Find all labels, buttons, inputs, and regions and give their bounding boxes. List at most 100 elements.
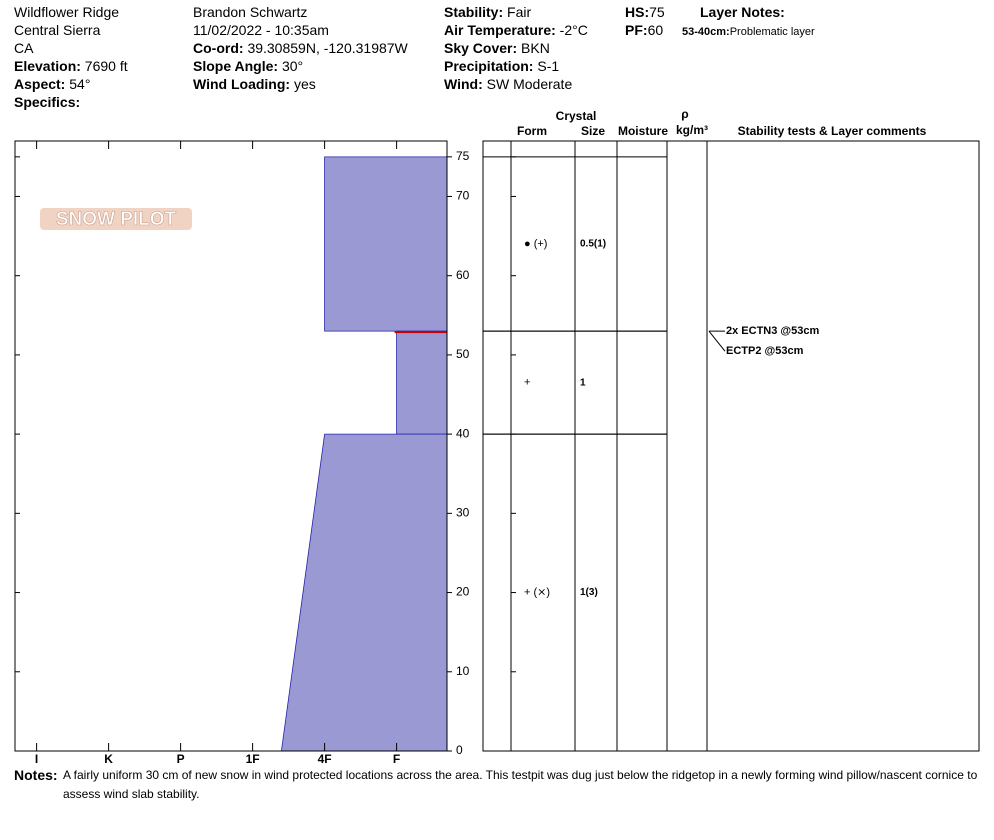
column-header: Crystal bbox=[556, 109, 597, 123]
grain-form: + bbox=[524, 377, 530, 389]
field-value: 75 bbox=[649, 4, 665, 20]
notes-text: A fairly uniform 30 cm of new snow in wi… bbox=[63, 768, 978, 801]
hardness-layer bbox=[280, 433, 448, 752]
y-tick-label: 40 bbox=[456, 426, 470, 440]
y-tick-label: 60 bbox=[456, 268, 470, 282]
hardness-layer bbox=[396, 330, 448, 435]
grain-size: 0.5(1) bbox=[580, 239, 606, 250]
field-label: Wind Loading: bbox=[193, 76, 291, 92]
field-value: 54° bbox=[69, 76, 91, 92]
header-line: PF:60 bbox=[625, 21, 665, 39]
column-header: Stability tests & Layer comments bbox=[738, 124, 927, 138]
field-label: Slope Angle: bbox=[193, 58, 279, 74]
y-tick-label: 30 bbox=[456, 506, 470, 520]
header-line: Aspect: 54° bbox=[14, 75, 128, 93]
logo-text: SNOW PILOT bbox=[56, 209, 177, 230]
header-column: Wildflower Ridge Central Sierra CA Elevatio… bbox=[14, 3, 128, 111]
header-line: Precipitation: S-1 bbox=[444, 57, 588, 75]
column-header: kg/m³ bbox=[676, 123, 708, 137]
field-label: Sky Cover: bbox=[444, 40, 518, 56]
header-line: 11/02/2022 - 10:35am bbox=[193, 21, 408, 39]
profile-frame bbox=[14, 140, 448, 752]
field-value: BKN bbox=[521, 40, 550, 56]
y-tick-label: 75 bbox=[456, 149, 470, 163]
header-column: HS:75 PF:60 bbox=[625, 3, 665, 39]
strat-frame bbox=[482, 140, 980, 752]
field-value: 30° bbox=[281, 58, 304, 74]
y-tick-label: 10 bbox=[456, 664, 470, 678]
field-label: Stability: bbox=[444, 4, 504, 20]
header-text: Central Sierra bbox=[14, 22, 101, 38]
header-column: Brandon Schwartz 11/02/2022 - 10:35am Co-o… bbox=[193, 3, 408, 93]
field-label: Air Temperature: bbox=[444, 22, 556, 38]
y-tick-label: 70 bbox=[456, 189, 470, 203]
grain-size: 1(3) bbox=[580, 587, 598, 598]
test-arrow bbox=[708, 330, 726, 352]
header-line: CA bbox=[14, 39, 128, 57]
header-line: Co-ord: 39.30859N, -120.31987W bbox=[193, 39, 408, 57]
header-text: CA bbox=[14, 40, 34, 56]
profile-chart: SNOW PILOT 0 10 20 30 40 50 60 70 75 I K P 1F 4F F Crys… bbox=[14, 107, 980, 765]
grain-size: 1 bbox=[580, 377, 586, 388]
field-value: SW Moderate bbox=[486, 76, 573, 92]
header-text: Wildflower Ridge bbox=[14, 4, 120, 20]
field-label: Aspect: bbox=[14, 76, 66, 92]
layer-notes: Layer Notes: 53-40cm:Problematic layer bbox=[682, 3, 815, 43]
x-tick-label: K bbox=[104, 752, 113, 765]
grain-form: + (⨯) bbox=[524, 586, 550, 598]
y-tick-label: 50 bbox=[456, 347, 470, 361]
header-line: Sky Cover: BKN bbox=[444, 39, 588, 57]
layer-note-label: 53-40cm: bbox=[682, 26, 730, 38]
x-tick-label: P bbox=[177, 752, 185, 765]
field-value: 7690 ft bbox=[84, 58, 128, 74]
logo-band bbox=[40, 208, 192, 230]
header-line: Slope Angle: 30° bbox=[193, 57, 408, 75]
layer-note-text: Problematic layer bbox=[729, 26, 815, 38]
logo: SNOW PILOT bbox=[40, 208, 192, 230]
field-value: yes bbox=[293, 76, 316, 92]
header-line: HS:75 bbox=[625, 3, 665, 21]
layer-note: 53-40cm:Problematic layer bbox=[682, 21, 815, 43]
stability-test: 2x ECTN3 @53cm bbox=[726, 325, 819, 337]
notes: Notes: A fairly uniform 30 cm of new snow… bbox=[14, 766, 992, 804]
header-line: Brandon Schwartz bbox=[193, 3, 408, 21]
x-tick-label: 1F bbox=[246, 752, 260, 765]
header-text: Brandon Schwartz bbox=[193, 4, 308, 20]
header-line: Specifics: bbox=[14, 93, 128, 111]
column-header: Moisture bbox=[618, 124, 668, 138]
field-value: S-1 bbox=[537, 58, 560, 74]
field-label: Wind: bbox=[444, 76, 483, 92]
hardness-layer bbox=[324, 156, 448, 332]
header-text: 11/02/2022 - 10:35am bbox=[193, 22, 329, 38]
header-line: Wind: SW Moderate bbox=[444, 75, 588, 93]
field-label: Precipitation: bbox=[444, 58, 534, 74]
column-header: Form bbox=[517, 124, 547, 138]
field-label: PF: bbox=[625, 22, 648, 38]
x-tick-label: F bbox=[393, 752, 400, 765]
grain-form: ● (+) bbox=[524, 238, 547, 250]
field-value: 60 bbox=[647, 22, 664, 38]
field-label: Elevation: bbox=[14, 58, 81, 74]
column-header: ρ bbox=[681, 107, 688, 121]
header-line: Wind Loading: yes bbox=[193, 75, 408, 93]
layer-notes-title: Layer Notes: bbox=[700, 4, 785, 20]
header-column: Stability: Fair Air Temperature: -2°C Sky … bbox=[444, 3, 588, 93]
header-line: Stability: Fair bbox=[444, 3, 588, 21]
field-value: Fair bbox=[507, 4, 532, 20]
field-value: -2°C bbox=[559, 22, 588, 38]
x-tick-label: 4F bbox=[318, 752, 332, 765]
header-line: Air Temperature: -2°C bbox=[444, 21, 588, 39]
header-line: Central Sierra bbox=[14, 21, 128, 39]
header-line: Elevation: 7690 ft bbox=[14, 57, 128, 75]
x-tick-label: I bbox=[35, 752, 38, 765]
field-value: 39.30859N, -120.31987W bbox=[247, 40, 408, 56]
column-header: Size bbox=[581, 124, 605, 138]
y-tick-label: 0 bbox=[456, 743, 463, 757]
y-tick-label: 20 bbox=[456, 585, 470, 599]
field-label: Specifics: bbox=[14, 94, 81, 110]
notes-label: Notes: bbox=[14, 767, 58, 783]
field-label: HS: bbox=[625, 4, 650, 20]
stability-test: ECTP2 @53cm bbox=[726, 345, 804, 357]
field-label: Co-ord: bbox=[193, 40, 244, 56]
